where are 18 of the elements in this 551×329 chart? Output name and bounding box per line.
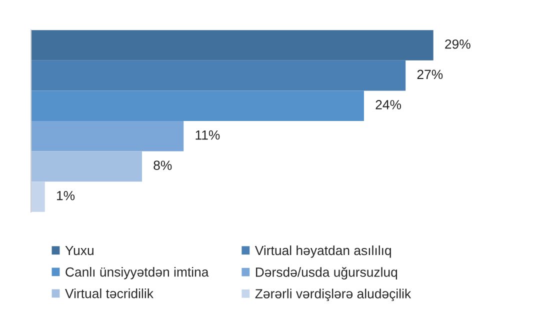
legend-label: Virtual həyatdan asılılıq (254, 245, 391, 258)
data-label: 24% (376, 100, 402, 110)
data-label: 29% (445, 39, 470, 49)
data-label: 8% (154, 160, 172, 170)
legend-label: Dərsdə/usda uğursuzluq (256, 267, 398, 280)
legend-label: Canlı ünsiyyətdən imtina (66, 267, 209, 280)
bar (31, 90, 364, 121)
bar (31, 30, 434, 60)
data-label: 11% (196, 130, 220, 140)
bar (31, 60, 406, 91)
legend-label: Yuxu (65, 246, 94, 256)
legend-label: Virtual təcridilik (65, 288, 154, 298)
data-label: 1% (56, 191, 75, 200)
data-label: 27% (417, 70, 443, 80)
bar (31, 151, 142, 182)
bar (31, 121, 184, 152)
legend-label: Zərərli vərdişlərə aludəçilik (255, 288, 412, 302)
bar (31, 182, 45, 212)
